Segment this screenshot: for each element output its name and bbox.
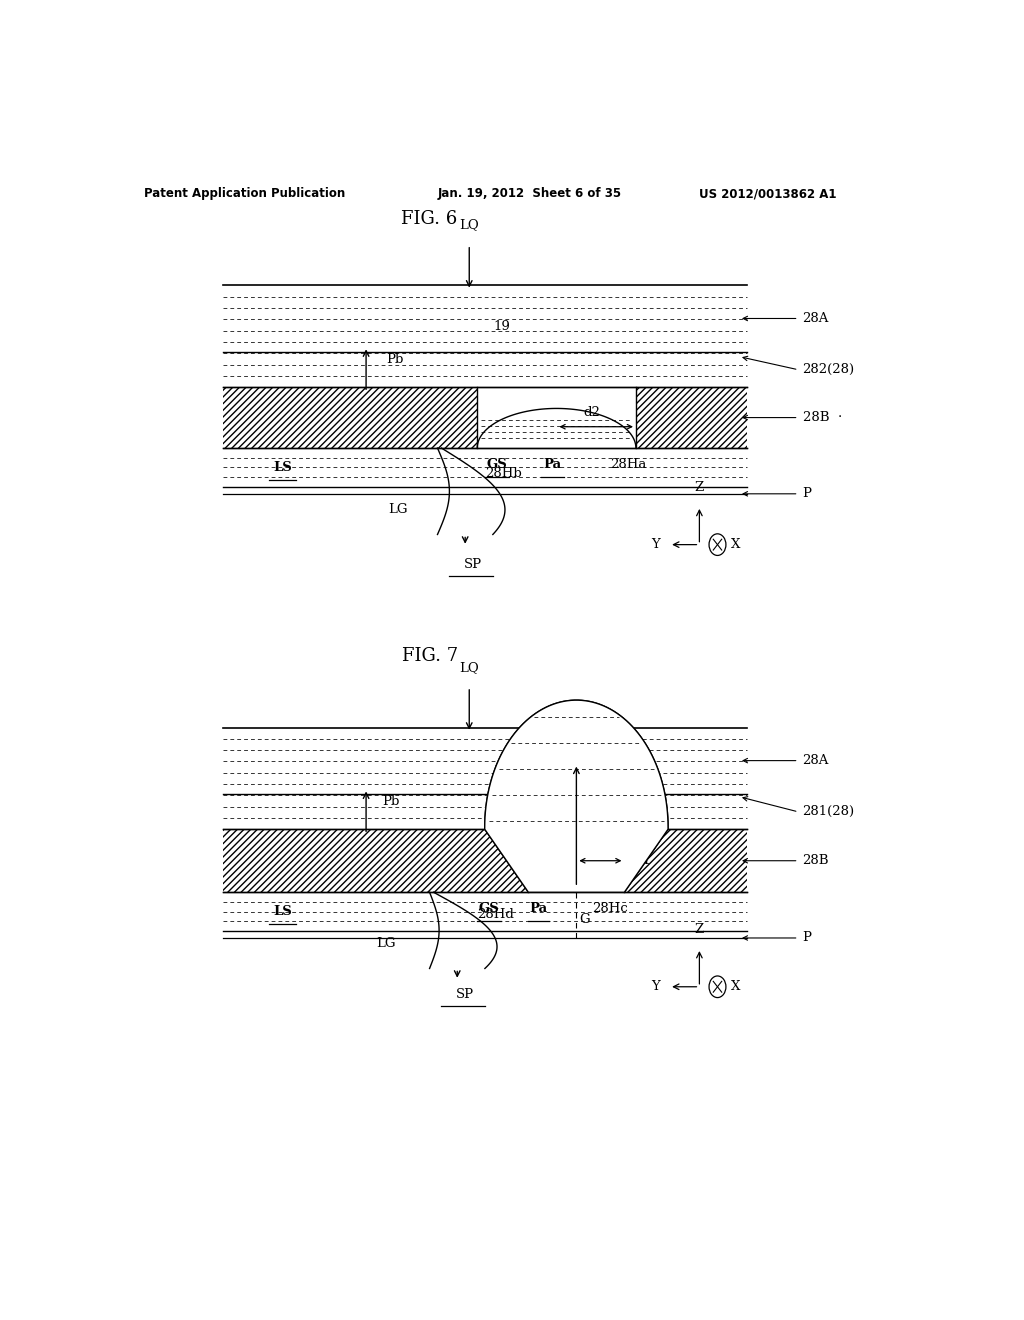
Text: US 2012/0013862 A1: US 2012/0013862 A1 bbox=[699, 187, 837, 201]
Text: 28Hb: 28Hb bbox=[485, 467, 522, 480]
Text: G: G bbox=[579, 912, 590, 925]
Text: LG: LG bbox=[388, 503, 408, 516]
Text: Y: Y bbox=[651, 981, 659, 993]
Text: 19: 19 bbox=[494, 764, 510, 776]
Text: LQ: LQ bbox=[460, 661, 479, 673]
Text: GS: GS bbox=[478, 902, 500, 915]
Text: Y: Y bbox=[651, 539, 659, 552]
Text: Z: Z bbox=[694, 923, 705, 936]
Text: 19: 19 bbox=[494, 319, 510, 333]
Text: P: P bbox=[803, 932, 812, 945]
Text: Jan. 19, 2012  Sheet 6 of 35: Jan. 19, 2012 Sheet 6 of 35 bbox=[437, 187, 622, 201]
Text: FIG. 7: FIG. 7 bbox=[401, 647, 458, 665]
Text: LS: LS bbox=[273, 461, 292, 474]
Text: X: X bbox=[731, 981, 740, 993]
Bar bbox=[223, 829, 528, 892]
Text: Pa: Pa bbox=[529, 902, 548, 915]
Polygon shape bbox=[484, 700, 668, 892]
Text: 28Hd: 28Hd bbox=[477, 908, 514, 921]
Text: FIG. 6: FIG. 6 bbox=[401, 210, 458, 228]
Text: SP: SP bbox=[464, 558, 482, 572]
Text: 28Ha: 28Ha bbox=[610, 458, 647, 471]
Text: 28A: 28A bbox=[803, 312, 829, 325]
Text: SP: SP bbox=[456, 989, 474, 1002]
Text: d2: d2 bbox=[584, 405, 601, 418]
Text: P: P bbox=[803, 487, 812, 500]
Text: GS: GS bbox=[486, 458, 508, 471]
Text: Patent Application Publication: Patent Application Publication bbox=[143, 187, 345, 201]
Text: 281(28): 281(28) bbox=[803, 805, 855, 818]
Text: 28B: 28B bbox=[803, 854, 829, 867]
Bar bbox=[625, 829, 748, 892]
Text: LG: LG bbox=[376, 937, 395, 949]
Bar bbox=[223, 387, 477, 447]
Text: LS: LS bbox=[273, 906, 292, 917]
Text: Pb: Pb bbox=[386, 352, 403, 366]
Polygon shape bbox=[484, 700, 668, 892]
Text: 28Hc: 28Hc bbox=[592, 902, 628, 915]
Text: Z: Z bbox=[694, 480, 705, 494]
Text: Pb: Pb bbox=[382, 795, 399, 808]
Text: Pa: Pa bbox=[544, 458, 561, 471]
Text: d1: d1 bbox=[634, 854, 651, 867]
Text: LQ: LQ bbox=[460, 219, 479, 231]
Text: 28B  ·: 28B · bbox=[803, 411, 842, 424]
Text: 282(28): 282(28) bbox=[803, 363, 855, 376]
Text: X: X bbox=[731, 539, 740, 552]
Bar bbox=[636, 387, 748, 447]
Text: 28A: 28A bbox=[803, 754, 829, 767]
